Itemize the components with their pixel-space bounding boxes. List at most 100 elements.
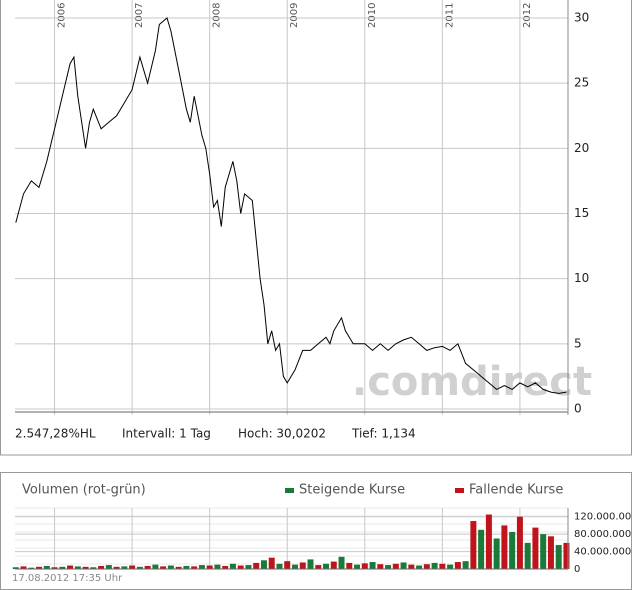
y-tick-label: 15 bbox=[574, 206, 589, 220]
volume-bar bbox=[354, 564, 361, 569]
volume-bar bbox=[509, 531, 516, 569]
volume-bar bbox=[369, 562, 376, 569]
volume-bar bbox=[540, 534, 547, 569]
volume-bar bbox=[431, 562, 438, 569]
volume-bar bbox=[516, 516, 523, 569]
volume-bar bbox=[214, 564, 221, 569]
watermark: .comdirect bbox=[352, 359, 592, 405]
stat-label: 2.547,28%HL bbox=[15, 427, 96, 441]
volume-bar bbox=[144, 565, 151, 569]
chart-title: Volumen (rot-grün) bbox=[22, 483, 146, 498]
volume-bar bbox=[323, 563, 330, 569]
volume-bar bbox=[493, 538, 500, 569]
x-tick-label: 2006 bbox=[57, 3, 68, 28]
volume-bar bbox=[268, 557, 275, 569]
volume-bar bbox=[478, 529, 485, 569]
volume-bar bbox=[524, 542, 531, 569]
legend-swatch bbox=[285, 488, 294, 493]
volume-bar bbox=[532, 527, 539, 569]
volume-bar bbox=[400, 562, 407, 569]
y-tick-label: 80.000.000 bbox=[574, 529, 631, 540]
volume-bar bbox=[563, 542, 570, 569]
stat-label: Intervall: 1 Tag bbox=[122, 427, 211, 441]
volume-bar bbox=[237, 565, 244, 569]
volume-bar bbox=[447, 564, 454, 569]
price-line bbox=[15, 17, 567, 394]
y-tick-label: 0 bbox=[574, 564, 580, 575]
volume-bar bbox=[20, 566, 27, 569]
legend-label: Fallende Kurse bbox=[469, 483, 563, 498]
stat-label: Tief: 1,134 bbox=[351, 427, 416, 441]
volume-bar bbox=[423, 564, 430, 569]
volume-bar bbox=[276, 563, 283, 569]
volume-bar bbox=[315, 565, 322, 569]
x-tick-label: 2009 bbox=[289, 3, 300, 28]
volume-bar bbox=[105, 565, 112, 569]
y-tick-label: 10 bbox=[574, 271, 589, 285]
volume-bar bbox=[454, 562, 461, 569]
y-tick-label: 25 bbox=[574, 76, 589, 90]
x-tick-label: 2011 bbox=[444, 3, 455, 28]
volume-bar bbox=[90, 567, 97, 569]
volume-bar bbox=[253, 562, 260, 569]
volume-bar bbox=[361, 563, 368, 569]
volume-bar bbox=[36, 566, 43, 569]
x-tick-label: 2008 bbox=[212, 3, 223, 28]
volume-bar bbox=[43, 565, 50, 569]
volume-bar bbox=[98, 565, 105, 569]
volume-bar bbox=[408, 564, 415, 569]
volume-bar bbox=[191, 566, 198, 569]
volume-bar bbox=[291, 564, 298, 569]
volume-bar bbox=[152, 564, 159, 569]
volume-bar bbox=[136, 566, 143, 569]
volume-bar bbox=[113, 566, 120, 569]
volume-bar bbox=[284, 561, 291, 569]
volume-bar bbox=[416, 565, 423, 569]
y-tick-label: 5 bbox=[574, 336, 582, 350]
volume-bar bbox=[167, 565, 174, 569]
volume-bar bbox=[206, 565, 213, 569]
volume-bar bbox=[485, 514, 492, 569]
volume-bar bbox=[175, 566, 182, 569]
volume-bar bbox=[67, 565, 74, 569]
volume-bar bbox=[307, 559, 314, 569]
volume-bar bbox=[439, 563, 446, 569]
volume-bar bbox=[501, 525, 508, 569]
volume-bar bbox=[245, 565, 252, 569]
volume-bar bbox=[462, 561, 469, 569]
volume-bar bbox=[222, 565, 229, 569]
volume-bar bbox=[330, 561, 337, 569]
volume-bar bbox=[229, 563, 236, 569]
volume-bar bbox=[51, 567, 58, 569]
x-tick-label: 2012 bbox=[522, 3, 533, 28]
volume-bar bbox=[160, 566, 167, 569]
x-tick-label: 2007 bbox=[134, 3, 145, 28]
volume-bar bbox=[129, 565, 136, 569]
volume-bar bbox=[470, 521, 477, 569]
volume-bar bbox=[74, 566, 81, 569]
volume-bar bbox=[28, 567, 35, 569]
volume-bar bbox=[346, 562, 353, 569]
volume-bar bbox=[377, 564, 384, 569]
volume-bar bbox=[12, 567, 19, 569]
volume-bar bbox=[338, 556, 345, 569]
volume-bar bbox=[82, 566, 89, 569]
volume-bar bbox=[392, 563, 399, 569]
stat-label: Hoch: 30,0202 bbox=[238, 427, 326, 441]
volume-bar bbox=[385, 565, 392, 569]
volume-bar bbox=[555, 545, 562, 569]
volume-bar bbox=[198, 565, 205, 569]
legend-label: Steigende Kurse bbox=[299, 483, 405, 498]
volume-bar bbox=[547, 536, 554, 569]
volume-bar bbox=[59, 566, 66, 569]
y-tick-label: 120.000.000 bbox=[574, 512, 632, 523]
volume-bar bbox=[260, 560, 267, 569]
legend-swatch bbox=[455, 488, 464, 493]
y-tick-label: 30 bbox=[574, 11, 589, 25]
x-tick-label: 2010 bbox=[367, 3, 378, 28]
volume-bar bbox=[183, 565, 190, 569]
y-tick-label: 20 bbox=[574, 141, 589, 155]
timestamp: 17.08.2012 17:35 Uhr bbox=[12, 573, 123, 584]
volume-bar bbox=[121, 566, 128, 569]
